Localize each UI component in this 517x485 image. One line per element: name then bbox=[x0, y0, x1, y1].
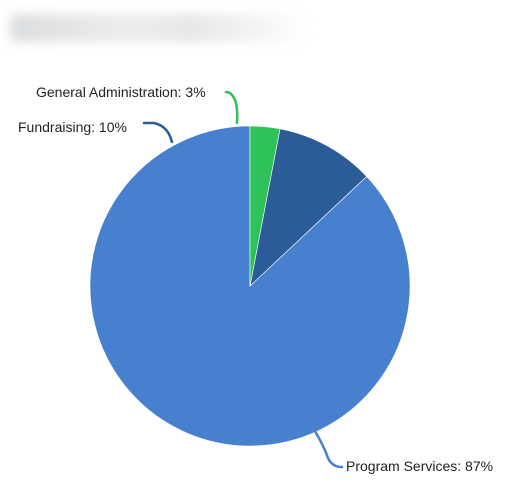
leader-lines-layer bbox=[142, 90, 344, 469]
leader-line-fundraising bbox=[142, 121, 174, 144]
slices-layer bbox=[89, 125, 411, 447]
blurred-header bbox=[10, 14, 310, 42]
pie-slice-general-administration bbox=[249, 125, 281, 287]
slice-label-general-administration: General Administration: 3% bbox=[36, 84, 206, 100]
slice-label-program-services: Program Services: 87% bbox=[346, 458, 493, 474]
pie-slice-fundraising bbox=[249, 128, 368, 287]
leader-line-program-services bbox=[310, 424, 344, 469]
leader-line-general-administration bbox=[224, 90, 239, 125]
labels-layer: Program Services: 87% Fundraising: 10% Gen… bbox=[18, 84, 493, 474]
slice-label-fundraising: Fundraising: 10% bbox=[18, 119, 127, 135]
